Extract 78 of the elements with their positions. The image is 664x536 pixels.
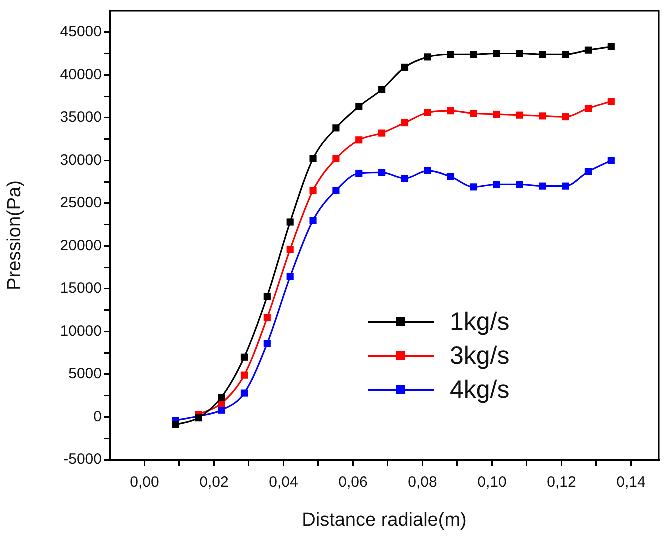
y-tick-label: 10000 xyxy=(60,322,102,340)
x-tick-label: 0,00 xyxy=(130,474,160,492)
legend-label: 4kg/s xyxy=(450,376,510,404)
x-tick-label: 0,04 xyxy=(269,474,298,492)
point xyxy=(332,124,340,132)
point xyxy=(264,340,271,348)
point xyxy=(516,181,524,188)
point xyxy=(310,155,317,162)
x-tick-label: 0,10 xyxy=(478,474,507,492)
point xyxy=(310,217,317,224)
legend-label: 3kg/s xyxy=(450,342,510,370)
point xyxy=(218,406,226,414)
x-tick-label: 0,06 xyxy=(338,474,368,492)
point xyxy=(516,50,524,58)
point xyxy=(470,184,478,191)
point xyxy=(608,43,615,50)
point xyxy=(447,173,454,180)
point xyxy=(286,246,294,254)
point xyxy=(424,54,432,61)
y-tick-label: 35000 xyxy=(60,109,102,126)
point xyxy=(218,394,226,402)
point xyxy=(332,155,340,162)
point xyxy=(356,103,363,110)
point xyxy=(470,110,478,118)
point xyxy=(378,130,386,137)
point xyxy=(562,51,570,58)
point xyxy=(584,104,592,112)
y-tick-label: 0 xyxy=(94,408,102,426)
point xyxy=(356,136,363,144)
point xyxy=(310,187,317,194)
point xyxy=(356,170,363,178)
point xyxy=(424,109,432,116)
point xyxy=(401,120,409,127)
x-tick-label: 0,08 xyxy=(408,474,438,492)
y-tick-label: 15000 xyxy=(60,280,102,298)
point xyxy=(264,314,271,322)
point xyxy=(401,64,409,71)
x-tick-label: 0,02 xyxy=(200,474,229,492)
y-tick-label: 25000 xyxy=(60,194,102,212)
point xyxy=(424,167,432,174)
point xyxy=(539,51,546,58)
point xyxy=(332,187,340,194)
point xyxy=(608,157,615,164)
y-axis-title: Pression(Pa) xyxy=(4,180,26,290)
point xyxy=(401,175,409,182)
point xyxy=(378,86,386,94)
point xyxy=(608,98,615,106)
y-tick-label: 45000 xyxy=(60,24,102,41)
y-tick-label: 40000 xyxy=(60,66,102,84)
point xyxy=(240,372,248,379)
point xyxy=(378,169,386,176)
point xyxy=(470,51,478,58)
y-tick-label: 20000 xyxy=(60,237,102,254)
point xyxy=(240,390,248,397)
point xyxy=(447,51,454,58)
point xyxy=(286,273,294,281)
y-tick-label: 5000 xyxy=(68,366,102,383)
point xyxy=(539,112,546,120)
point xyxy=(493,110,500,118)
point xyxy=(286,218,294,226)
y-tick-label: -5000 xyxy=(64,451,102,468)
point xyxy=(584,168,592,176)
point xyxy=(493,181,500,188)
point xyxy=(447,108,454,115)
x-tick-label: 0,12 xyxy=(547,474,576,492)
point xyxy=(240,354,248,361)
point xyxy=(172,421,180,428)
point xyxy=(264,293,271,300)
point xyxy=(584,46,592,54)
legend-label: 1kg/s xyxy=(450,308,510,336)
point xyxy=(539,182,546,190)
x-tick-label: 0,14 xyxy=(616,474,646,492)
point xyxy=(562,182,570,190)
point xyxy=(562,114,570,121)
point xyxy=(516,112,524,119)
point xyxy=(493,50,500,58)
y-tick-label: 30000 xyxy=(60,152,102,169)
x-axis-title: Distance radiale(m) xyxy=(302,510,467,531)
